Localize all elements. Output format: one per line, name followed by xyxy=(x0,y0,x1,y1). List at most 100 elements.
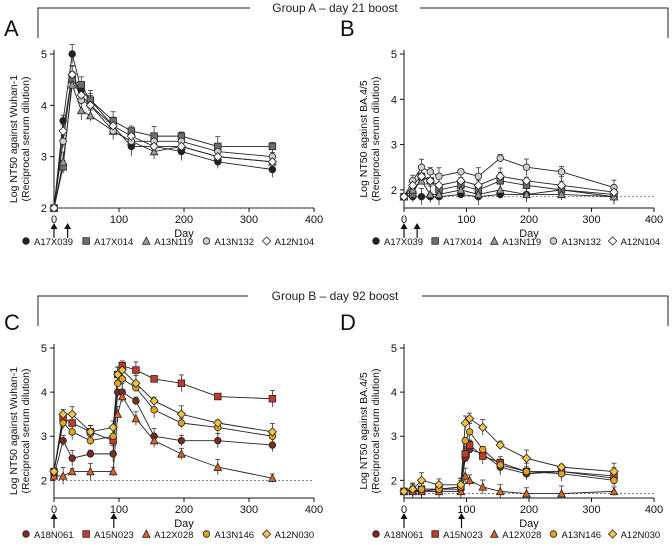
x-tick-label: 0 xyxy=(51,504,57,516)
x-tick-label: 100 xyxy=(457,504,475,516)
data-point-A17X039 xyxy=(59,117,67,125)
series-line-A13N146 xyxy=(403,430,615,492)
data-point-A13N132 xyxy=(457,168,465,176)
dose-arrow-head xyxy=(50,223,58,229)
data-point-A18N061 xyxy=(268,441,277,449)
panel-d: D 2 3 4 5 0 100 200 300 400 Day Log NT50 against BA… xyxy=(340,310,663,541)
legend-item-A12X028: A12X028 xyxy=(141,529,193,541)
data-point-A13N146 xyxy=(461,436,469,445)
data-point-A13N146 xyxy=(417,485,426,493)
dose-arrow-head xyxy=(400,223,408,229)
x-axis-label: Day xyxy=(174,518,194,530)
data-point-A12N030 xyxy=(213,418,223,428)
legend-item-A18N061: A18N061 xyxy=(22,530,74,541)
data-point-A12N104 xyxy=(609,187,619,197)
panel-c: C 2 3 4 5 0 100 200 300 400 Day Log NT50 against Wu… xyxy=(4,310,323,541)
y-tick-label: 5 xyxy=(41,343,47,355)
y-tick-label: 5 xyxy=(391,343,397,355)
dose-arrow xyxy=(400,513,408,528)
x-tick-label: 0 xyxy=(51,214,57,226)
dose-arrow xyxy=(50,513,58,528)
y-tick-label: 4 xyxy=(391,94,397,106)
data-point-A12N030 xyxy=(113,369,123,380)
panel-a: A 2 3 4 5 0 100 200 300 400 Day Log NT50 against Wu… xyxy=(4,16,323,248)
data-point-A13N132 xyxy=(426,168,434,176)
data-point-A13N132 xyxy=(522,163,531,171)
legend: A18N061 A15N023 A12X028 A13N146 A12N030 xyxy=(372,529,660,541)
legend-label: A13N119 xyxy=(154,237,193,248)
data-point-A12X028 xyxy=(495,486,505,496)
legend-label: A17X039 xyxy=(34,237,73,248)
x-tick-label: 200 xyxy=(175,214,193,226)
data-point-A13N132 xyxy=(59,137,67,145)
y-axis-label-line-1: Log NT50 against Wuhan-1 xyxy=(8,75,20,203)
series-line-A15N023 xyxy=(53,365,273,472)
legend-marker xyxy=(372,530,380,538)
data-point-A12N104 xyxy=(399,192,409,202)
y-axis-label-line-2: (Reciprocal serum dilution) xyxy=(20,77,32,202)
y-tick-label: 5 xyxy=(391,49,397,61)
legend-item-A15N023: A15N023 xyxy=(82,530,134,541)
legend-item-A12N030: A12N030 xyxy=(261,529,314,541)
data-point-A13N119 xyxy=(522,189,531,199)
legend-marker xyxy=(549,237,558,245)
data-point-A13N146 xyxy=(610,476,618,485)
data-point-A12N030 xyxy=(58,409,68,419)
data-point-A12N030 xyxy=(556,462,567,472)
data-point-A12N030 xyxy=(399,486,409,497)
legend-label: A12N104 xyxy=(621,237,661,248)
x-axis-label: Day xyxy=(519,518,539,530)
data-point-A13N146 xyxy=(113,379,122,387)
data-point-A12N104 xyxy=(521,176,532,186)
data-point-A17X039 xyxy=(68,50,76,58)
panel-label: C xyxy=(4,310,20,335)
data-point-A17X039 xyxy=(268,165,277,174)
data-point-A15N023 xyxy=(150,375,158,383)
legend: A17X039 A17X014 A13N119 A13N132 A12N104 xyxy=(22,236,314,248)
data-point-A12X028 xyxy=(113,409,123,418)
x-axis-label: Day xyxy=(174,228,194,240)
group-a-title: Group A – day 21 boost xyxy=(272,1,398,15)
data-point-A13N119 xyxy=(557,189,566,199)
data-point-A12N030 xyxy=(464,413,475,424)
data-point-A17X014 xyxy=(268,142,277,151)
dose-arrow xyxy=(64,223,72,238)
legend-marker xyxy=(202,237,211,245)
data-point-A12N030 xyxy=(434,480,444,490)
legend-label: A15N023 xyxy=(443,530,483,541)
legend-label: A13N132 xyxy=(561,237,601,248)
dose-arrow-head xyxy=(110,513,118,519)
data-point-A15N023 xyxy=(214,392,222,401)
legend-marker xyxy=(489,236,499,245)
y-axis-label-line-1: Log NT50 against Wuhan-1 xyxy=(8,367,20,495)
dose-arrow xyxy=(400,223,408,238)
legend-item-A12N104: A12N104 xyxy=(607,236,661,248)
data-point-A13N119 xyxy=(495,185,505,194)
y-axis-label-line-1: Log NT50 against BA.4/5 xyxy=(358,80,370,197)
y-tick-label: 2 xyxy=(41,203,47,215)
data-point-A12N104 xyxy=(108,121,118,131)
legend-item-A13N119: A13N119 xyxy=(141,236,193,248)
data-point-A12X028 xyxy=(456,486,466,496)
panel-b: B 2 3 4 5 0 100 200 300 400 Day Log NT50 against BA… xyxy=(340,16,663,248)
series-line-A17X039 xyxy=(53,53,273,209)
data-point-A12N104 xyxy=(267,157,278,167)
data-point-A12N030 xyxy=(456,480,466,490)
y-tick-label: 5 xyxy=(41,49,47,61)
x-tick-label: 0 xyxy=(401,504,407,516)
panel-label: B xyxy=(340,16,355,41)
legend-item-A12N030: A12N030 xyxy=(607,529,660,541)
series-line-A12N030 xyxy=(403,418,615,492)
data-point-A15N023 xyxy=(461,450,469,458)
legend-marker xyxy=(202,530,211,538)
data-point-A18N061 xyxy=(109,450,117,458)
data-point-A12N104 xyxy=(473,180,484,191)
x-tick-label: 100 xyxy=(110,504,128,516)
data-point-A13N119 xyxy=(474,189,483,199)
data-point-A12N030 xyxy=(85,427,96,437)
dose-arrow-head xyxy=(64,223,72,229)
legend-label: A18N061 xyxy=(34,530,74,541)
data-point-A12N104 xyxy=(149,141,159,152)
x-tick-label: 400 xyxy=(645,504,663,516)
